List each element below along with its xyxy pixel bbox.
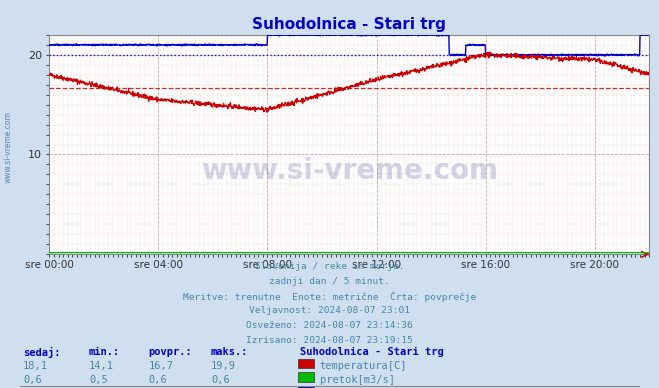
Text: www.si-vreme.com: www.si-vreme.com <box>3 111 13 184</box>
Text: zadnji dan / 5 minut.: zadnji dan / 5 minut. <box>269 277 390 286</box>
Text: 19,9: 19,9 <box>211 361 236 371</box>
Text: Izrisano: 2024-08-07 23:19:15: Izrisano: 2024-08-07 23:19:15 <box>246 336 413 345</box>
Text: Suhodolnica - Stari trg: Suhodolnica - Stari trg <box>300 347 444 357</box>
Text: 0,6: 0,6 <box>23 375 42 385</box>
Text: Meritve: trenutne  Enote: metrične  Črta: povprečje: Meritve: trenutne Enote: metrične Črta: … <box>183 291 476 302</box>
Text: 14,1: 14,1 <box>89 361 114 371</box>
Text: maks.:: maks.: <box>211 347 248 357</box>
Text: Osveženo: 2024-08-07 23:14:36: Osveženo: 2024-08-07 23:14:36 <box>246 321 413 330</box>
Text: Slovenija / reke in morje.: Slovenija / reke in morje. <box>255 262 404 271</box>
Text: 0,6: 0,6 <box>211 375 229 385</box>
Title: Suhodolnica - Stari trg: Suhodolnica - Stari trg <box>252 17 446 32</box>
Text: 18,1: 18,1 <box>23 361 48 371</box>
Text: temperatura[C]: temperatura[C] <box>320 361 407 371</box>
Text: pretok[m3/s]: pretok[m3/s] <box>320 375 395 385</box>
Text: min.:: min.: <box>89 347 120 357</box>
Text: 16,7: 16,7 <box>148 361 173 371</box>
Text: 0,5: 0,5 <box>89 375 107 385</box>
Text: sedaj:: sedaj: <box>23 347 61 358</box>
Text: www.si-vreme.com: www.si-vreme.com <box>201 157 498 185</box>
Text: Veljavnost: 2024-08-07 23:01: Veljavnost: 2024-08-07 23:01 <box>249 306 410 315</box>
Text: povpr.:: povpr.: <box>148 347 192 357</box>
Text: 0,6: 0,6 <box>148 375 167 385</box>
